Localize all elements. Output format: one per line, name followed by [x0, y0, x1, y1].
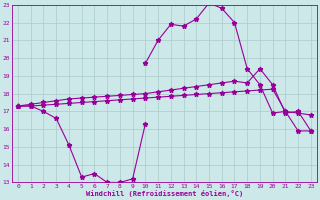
X-axis label: Windchill (Refroidissement éolien,°C): Windchill (Refroidissement éolien,°C): [86, 190, 243, 197]
